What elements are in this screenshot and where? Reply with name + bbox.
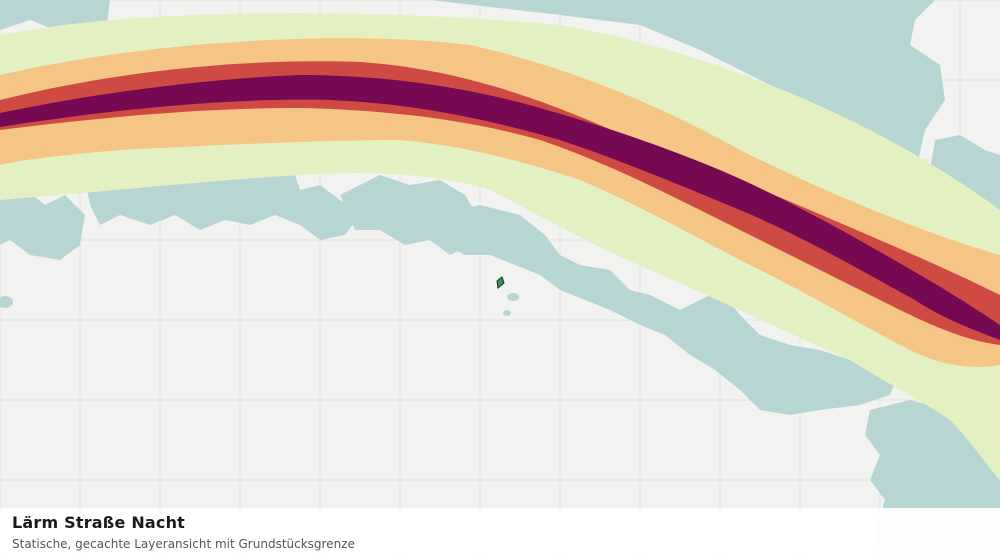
vegetation-patch-topright bbox=[430, 0, 945, 175]
noise-band-2 bbox=[0, 38, 1000, 367]
noise-band-4 bbox=[0, 75, 1000, 340]
layer-subtitle: Statische, gecachte Layeransicht mit Gru… bbox=[12, 537, 355, 551]
vegetation-spot-3 bbox=[0, 296, 13, 308]
vegetation-spot-1 bbox=[507, 293, 519, 301]
vegetation-patch-center-2 bbox=[440, 205, 900, 415]
layer-title: Lärm Straße Nacht bbox=[12, 513, 186, 532]
parcel-boundary[interactable] bbox=[496, 276, 505, 289]
noise-bands bbox=[0, 13, 1000, 481]
parcel-boundary-shape[interactable] bbox=[496, 276, 505, 289]
layer-caption: Lärm Straße Nacht Statische, gecachte La… bbox=[0, 508, 1000, 560]
vegetation-spot-2 bbox=[503, 310, 511, 316]
vegetation-patch-left bbox=[0, 185, 85, 260]
